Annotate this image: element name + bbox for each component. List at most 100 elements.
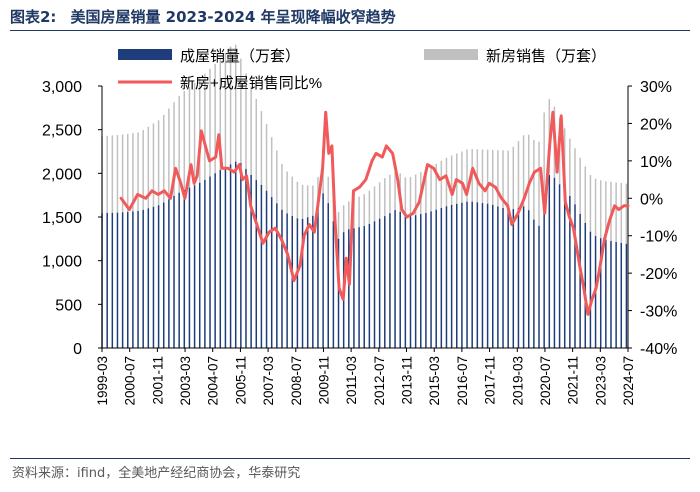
source-note: 资料来源：ifind，全美地产经纪商协会，华泰研究 <box>12 466 301 481</box>
existing-home-bar <box>481 203 484 348</box>
new-home-bar <box>286 171 288 214</box>
existing-home-bar <box>373 221 376 348</box>
x-tick-label: 2008-07 <box>289 356 304 406</box>
right-tick-label: 20% <box>640 116 672 133</box>
existing-home-bar <box>224 167 227 348</box>
existing-home-bar <box>332 221 335 348</box>
left-tick-label: 3,000 <box>42 79 82 96</box>
new-home-bar <box>260 110 263 185</box>
legend-label: 新房销售（万套） <box>486 48 606 65</box>
existing-home-bar <box>533 219 535 348</box>
existing-home-bar <box>450 204 453 348</box>
legend-label: 成屋销量（万套） <box>180 48 300 65</box>
new-home-bar <box>296 181 299 219</box>
existing-home-bar <box>625 243 628 348</box>
existing-home-bar <box>162 202 165 348</box>
existing-home-bar <box>574 204 576 348</box>
existing-home-bar <box>152 206 155 348</box>
right-tick-label: 30% <box>640 79 672 96</box>
existing-home-bar <box>121 212 124 348</box>
legend-swatch <box>424 49 478 60</box>
existing-home-bar <box>260 184 263 348</box>
bar-series <box>101 44 628 348</box>
existing-home-bar <box>322 193 324 348</box>
new-home-bar <box>533 139 535 220</box>
existing-home-bar <box>384 216 386 348</box>
new-home-bar <box>291 176 294 216</box>
existing-home-bar <box>137 211 139 348</box>
left-tick-label: 0 <box>73 341 82 358</box>
new-home-bar <box>363 194 365 227</box>
existing-home-bar <box>127 211 129 348</box>
existing-home-bar <box>209 176 211 348</box>
new-home-bar <box>491 149 494 205</box>
existing-home-bar <box>589 231 592 348</box>
left-tick-label: 2,500 <box>42 123 82 140</box>
new-home-bar <box>147 126 150 209</box>
existing-home-bar <box>456 203 458 348</box>
new-home-bar <box>466 149 468 202</box>
left-tick-label: 2,000 <box>42 166 82 183</box>
new-home-bar <box>281 163 283 210</box>
existing-home-bar <box>522 206 525 348</box>
new-home-bar <box>142 130 144 210</box>
new-home-bar <box>193 82 196 186</box>
existing-home-bar <box>270 197 273 348</box>
existing-home-bar <box>584 222 587 348</box>
new-home-bar <box>384 178 386 217</box>
new-home-bar <box>373 186 376 222</box>
existing-home-bar <box>132 211 134 348</box>
x-tick-label: 2011-03 <box>344 356 359 405</box>
right-tick-label: 10% <box>640 154 672 171</box>
x-tick-label: 2013-11 <box>400 356 415 405</box>
existing-home-bar <box>306 217 309 348</box>
figure-label: 图表2: <box>10 8 57 26</box>
existing-home-bar <box>569 195 571 348</box>
source-rule <box>10 458 690 459</box>
new-home-bar <box>173 102 175 196</box>
existing-home-bar <box>204 179 206 348</box>
new-home-bar <box>312 185 314 216</box>
legend: 成屋销量（万套） 新房销售（万套） 新房+成屋销售同比% <box>118 48 606 92</box>
left-tick-label: 1,000 <box>42 254 82 271</box>
new-home-bar <box>599 180 602 239</box>
new-home-bar <box>162 114 165 203</box>
new-home-bar <box>255 98 258 181</box>
existing-home-bar <box>157 205 160 348</box>
existing-home-bar <box>312 215 314 348</box>
new-home-bar <box>425 169 427 213</box>
new-home-bar <box>569 138 571 196</box>
new-home-bar <box>306 185 309 218</box>
right-tick-label: -20% <box>640 266 677 283</box>
existing-home-bar <box>142 209 144 348</box>
existing-home-bar <box>425 212 427 348</box>
existing-home-bar <box>291 215 294 348</box>
existing-home-bar <box>281 209 283 348</box>
x-tick-label: 1999-03 <box>95 356 110 406</box>
new-home-bar <box>121 134 124 213</box>
existing-home-bar <box>486 203 489 348</box>
existing-home-bar <box>491 204 494 348</box>
new-home-bar <box>209 68 211 177</box>
existing-home-bar <box>420 214 422 348</box>
new-home-bar <box>517 140 520 208</box>
existing-home-bar <box>409 216 412 348</box>
existing-home-bar <box>229 164 232 348</box>
existing-home-bar <box>517 207 520 348</box>
existing-home-bar <box>198 182 201 348</box>
existing-home-bar <box>404 215 407 348</box>
existing-home-bar <box>317 205 319 348</box>
new-home-bar <box>507 150 509 210</box>
new-home-bar <box>543 112 545 195</box>
new-home-bar <box>610 181 612 242</box>
new-home-bar <box>615 182 617 243</box>
existing-home-bar <box>471 201 473 348</box>
existing-home-bar <box>276 203 278 348</box>
existing-home-bar <box>605 239 607 348</box>
existing-home-bar <box>394 210 396 348</box>
new-home-bar <box>450 155 453 205</box>
new-home-bar <box>522 135 525 207</box>
existing-home-bar <box>466 201 468 348</box>
new-home-bar <box>178 95 180 193</box>
existing-home-bar <box>435 209 437 348</box>
